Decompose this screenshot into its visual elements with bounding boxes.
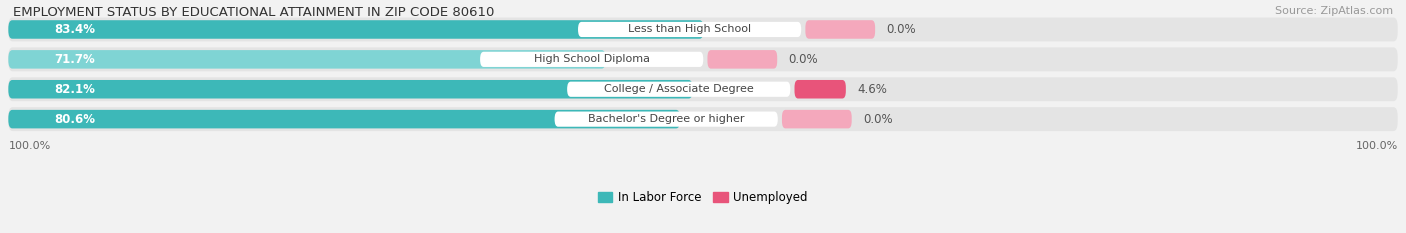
Text: EMPLOYMENT STATUS BY EDUCATIONAL ATTAINMENT IN ZIP CODE 80610: EMPLOYMENT STATUS BY EDUCATIONAL ATTAINM… xyxy=(13,6,494,19)
Legend: In Labor Force, Unemployed: In Labor Force, Unemployed xyxy=(598,191,808,204)
Text: College / Associate Degree: College / Associate Degree xyxy=(603,84,754,94)
FancyBboxPatch shape xyxy=(8,47,1398,71)
FancyBboxPatch shape xyxy=(8,17,1398,41)
Text: 0.0%: 0.0% xyxy=(789,53,818,66)
Text: 100.0%: 100.0% xyxy=(1355,141,1398,151)
Text: 82.1%: 82.1% xyxy=(55,83,96,96)
FancyBboxPatch shape xyxy=(8,20,703,39)
FancyBboxPatch shape xyxy=(567,82,790,97)
FancyBboxPatch shape xyxy=(8,80,693,99)
Text: 0.0%: 0.0% xyxy=(886,23,915,36)
Text: Source: ZipAtlas.com: Source: ZipAtlas.com xyxy=(1275,6,1393,16)
FancyBboxPatch shape xyxy=(782,110,852,128)
FancyBboxPatch shape xyxy=(554,112,778,127)
FancyBboxPatch shape xyxy=(8,50,606,69)
Text: 80.6%: 80.6% xyxy=(55,113,96,126)
Text: 0.0%: 0.0% xyxy=(863,113,893,126)
FancyBboxPatch shape xyxy=(794,80,846,99)
FancyBboxPatch shape xyxy=(578,22,801,37)
FancyBboxPatch shape xyxy=(707,50,778,69)
FancyBboxPatch shape xyxy=(8,107,1398,131)
FancyBboxPatch shape xyxy=(479,52,703,67)
Text: High School Diploma: High School Diploma xyxy=(534,54,650,64)
FancyBboxPatch shape xyxy=(8,77,1398,101)
Text: Bachelor's Degree or higher: Bachelor's Degree or higher xyxy=(588,114,744,124)
Text: 71.7%: 71.7% xyxy=(55,53,96,66)
Text: 4.6%: 4.6% xyxy=(858,83,887,96)
FancyBboxPatch shape xyxy=(806,20,875,39)
FancyBboxPatch shape xyxy=(8,110,681,128)
Text: 83.4%: 83.4% xyxy=(55,23,96,36)
Text: Less than High School: Less than High School xyxy=(628,24,751,34)
Text: 100.0%: 100.0% xyxy=(8,141,51,151)
